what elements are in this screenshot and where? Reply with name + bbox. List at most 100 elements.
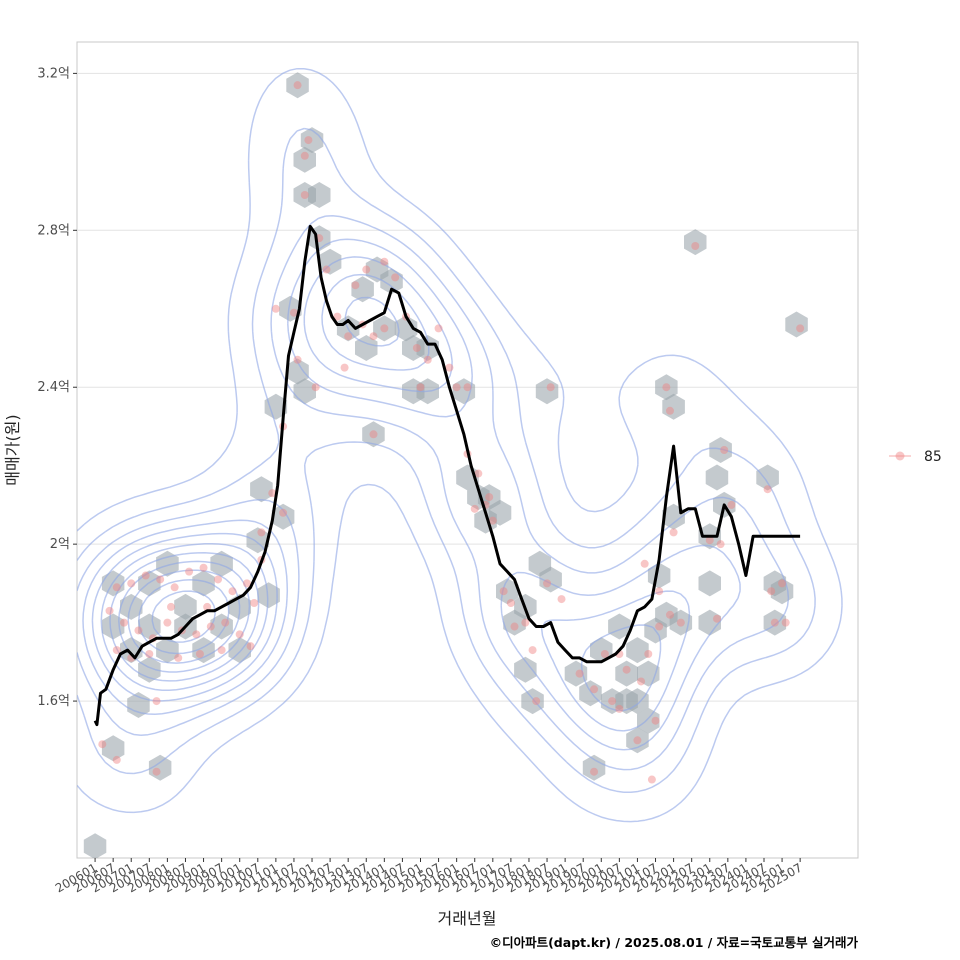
hexbin-cell (286, 72, 309, 99)
hexbin-cell (362, 421, 385, 448)
hexbin-cell (416, 335, 439, 361)
data-point (141, 571, 150, 580)
hexbin-cell (590, 637, 613, 664)
data-point (665, 406, 674, 415)
data-point (521, 618, 530, 627)
hexbin-cell (579, 680, 602, 707)
data-point (590, 767, 599, 776)
data-point (767, 587, 776, 596)
data-point (510, 622, 519, 631)
data-point (199, 563, 208, 572)
data-point (423, 355, 432, 364)
hexbin-cell (300, 127, 324, 154)
data-point (506, 599, 515, 607)
hexbin-cell (380, 268, 403, 295)
data-point (705, 536, 714, 545)
hexbin-cell (148, 754, 172, 781)
data-point (622, 665, 631, 674)
hexbin-cell (293, 378, 316, 405)
data-point (112, 755, 121, 764)
data-point (369, 430, 378, 439)
data-point (662, 383, 671, 392)
hexbin-cell (637, 707, 660, 734)
data-point (647, 775, 656, 784)
density-contour-level (100, 273, 662, 712)
legend-label: 85 (924, 449, 942, 465)
y-axis-title: 매매가(원) (3, 414, 22, 485)
data-point (644, 650, 653, 658)
data-point (271, 304, 280, 313)
y-tick-label: 2.8억 (37, 223, 70, 238)
hexbin-cell (373, 315, 396, 342)
density-contour-level (151, 590, 216, 643)
hexbin-cell (698, 570, 721, 597)
density-contour-level (127, 569, 241, 664)
density-contour-level (109, 296, 400, 682)
hexbin-cell (705, 464, 729, 491)
data-point (174, 653, 183, 662)
data-point (304, 136, 313, 145)
data-point (246, 642, 255, 651)
hexbin-cell (192, 570, 215, 597)
data-point (206, 622, 215, 631)
density-contour-level (82, 238, 741, 751)
hexbin-cell (308, 182, 331, 208)
data-point (434, 324, 443, 333)
hexbin-cell (83, 833, 107, 858)
data-point (192, 630, 201, 639)
density-contour-level (77, 67, 843, 823)
data-point (727, 500, 736, 509)
data-point (221, 618, 230, 627)
data-point (590, 685, 599, 694)
data-point (380, 324, 389, 333)
legend-key-point (895, 451, 905, 461)
data-point (98, 740, 107, 749)
y-tick-label: 1.6억 (37, 694, 70, 709)
data-point (167, 602, 176, 611)
data-point (105, 606, 114, 615)
hexbin-cell (286, 358, 309, 385)
data-point (763, 485, 772, 494)
legend: 85 (889, 449, 942, 465)
hexbin-cell (318, 248, 342, 275)
data-point (796, 324, 805, 333)
density-contour-level (77, 214, 790, 771)
data-point (333, 312, 342, 321)
data-point (120, 618, 129, 627)
data-point (470, 504, 479, 513)
hexbin-cell (174, 593, 197, 620)
data-point (344, 332, 353, 341)
y-axis: 1.6억 2억 2.4억 2.8억 3.2억 (37, 66, 77, 709)
data-point (691, 242, 700, 250)
data-point (463, 383, 472, 392)
x-axis-title: 거래년월 (438, 909, 497, 928)
hexbin-cell (582, 754, 606, 781)
data-point (770, 618, 779, 627)
data-point (185, 567, 194, 576)
data-point (474, 469, 483, 478)
data-point (633, 736, 642, 745)
data-point (340, 363, 349, 372)
hexbin-cell (394, 315, 418, 342)
data-point (720, 446, 729, 454)
data-point (416, 383, 425, 392)
data-point (163, 618, 172, 627)
data-point (300, 151, 309, 160)
hexbin-cell (264, 393, 288, 420)
data-point (543, 579, 552, 588)
data-point (655, 587, 664, 596)
data-point (528, 646, 537, 655)
data-point (716, 540, 725, 549)
hexbin-cell (101, 735, 125, 762)
data-point (293, 81, 302, 90)
data-point (112, 646, 121, 655)
hexbin-cell (615, 660, 638, 687)
data-point (279, 508, 288, 517)
data-point (452, 383, 461, 392)
y-tick-label: 2.4억 (37, 380, 70, 395)
data-point (145, 650, 154, 658)
hexbin-cell (709, 437, 732, 463)
data-point (170, 583, 179, 592)
hexbin-cell (626, 637, 649, 664)
